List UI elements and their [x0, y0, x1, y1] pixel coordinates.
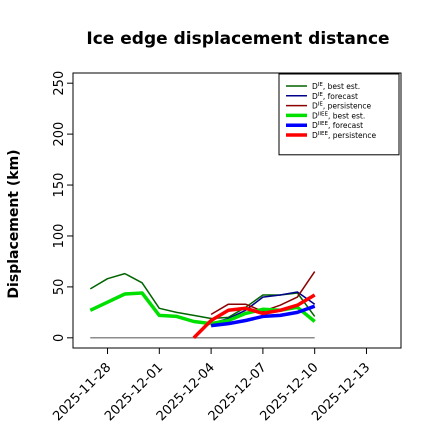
plot-layer	[89, 271, 316, 340]
y-tick-label: 0	[52, 334, 67, 342]
legend-label-0: DIE, best est.	[312, 82, 360, 91]
chart-title: Ice edge displacement distance	[86, 29, 389, 49]
y-tick-label: 150	[52, 173, 67, 198]
series-line-1	[210, 291, 316, 325]
legend-label-3: DIIEE, best est.	[312, 111, 365, 120]
y-tick-label: 250	[52, 71, 67, 96]
legend-label-4: DIIEE, forecast	[312, 121, 363, 130]
y-tick-label: 200	[52, 122, 67, 147]
legend-label-1: DIE, forecast	[312, 92, 358, 101]
y-axis-label: Displacement (km)	[6, 149, 22, 298]
series-line-5	[192, 293, 316, 340]
y-tick-label: 50	[52, 279, 67, 296]
y-tick-label: 100	[52, 224, 67, 249]
series-line-4	[210, 304, 316, 328]
legend-label-2: DIE, persistence	[312, 102, 371, 111]
legend-label-5: DIIEE, persistence	[312, 131, 377, 140]
series-line-2	[210, 271, 316, 316]
